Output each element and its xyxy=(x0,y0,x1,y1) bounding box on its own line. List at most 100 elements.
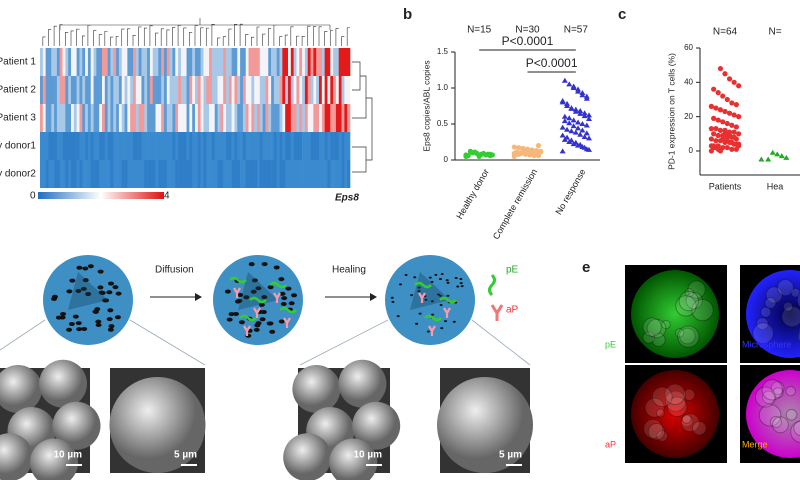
pore xyxy=(103,298,110,303)
heatmap-cell xyxy=(96,132,100,160)
heatmap-cell xyxy=(172,76,176,104)
heatmap-cell xyxy=(299,104,303,132)
data-point xyxy=(472,149,478,155)
data-point xyxy=(581,113,588,119)
droplet xyxy=(643,418,664,439)
data-point xyxy=(715,117,721,123)
data-point xyxy=(575,119,582,125)
pore xyxy=(112,285,119,290)
pore xyxy=(456,285,460,288)
pore xyxy=(438,277,442,280)
heatmap-cell xyxy=(164,104,168,132)
pore xyxy=(278,277,285,282)
heatmap-cell xyxy=(186,76,190,104)
heatmap-cell xyxy=(200,132,204,160)
data-point xyxy=(566,115,573,121)
heatmap-cell xyxy=(245,132,249,160)
heatmap-cell xyxy=(45,104,49,132)
heatmap-cell xyxy=(144,76,148,104)
heatmap-cell xyxy=(316,160,320,188)
heatmap-cell xyxy=(285,48,289,76)
heatmap-cell xyxy=(51,48,55,76)
heatmap-cell xyxy=(234,104,238,132)
heatmap-cell xyxy=(330,48,334,76)
heatmap-cell xyxy=(186,48,190,76)
heatmap-cell xyxy=(183,132,187,160)
heatmap-cell xyxy=(113,160,117,188)
heatmap-cell xyxy=(138,48,142,76)
pore xyxy=(459,282,463,285)
heatmap-cell xyxy=(327,160,331,188)
heatmap-cell xyxy=(180,160,185,188)
heatmap-cell xyxy=(273,160,278,188)
heatmap-cell xyxy=(152,132,156,160)
heatmap-cell xyxy=(180,48,185,76)
heatmap-cell xyxy=(251,48,255,76)
heatmap-cell xyxy=(141,48,145,76)
heatmap-cell xyxy=(172,104,176,132)
heatmap-cell xyxy=(217,104,221,132)
heatmap-cell xyxy=(293,48,297,76)
heatmap-cell xyxy=(169,76,173,104)
sem-sphere xyxy=(52,401,101,450)
heatmap-cell xyxy=(147,132,151,160)
heatmap-cell xyxy=(144,132,148,160)
heatmap-cell xyxy=(127,76,131,104)
data-point xyxy=(586,135,593,141)
heatmap-cell xyxy=(164,76,168,104)
heatmap-cell xyxy=(335,160,340,188)
heatmap-cell xyxy=(189,132,193,160)
heatmap-cell xyxy=(107,132,111,160)
droplet xyxy=(664,383,686,405)
pore xyxy=(85,292,92,297)
heatmap-cell xyxy=(251,104,255,132)
heatmap-cell xyxy=(62,76,66,104)
heatmap-cell xyxy=(166,160,170,188)
heatmap-cell xyxy=(223,104,227,132)
heatmap-cell xyxy=(90,48,94,76)
data-point xyxy=(726,76,733,82)
droplet xyxy=(793,420,800,437)
sem-sphere xyxy=(292,365,341,413)
pore xyxy=(424,298,428,301)
heatmap-cell xyxy=(237,104,241,132)
data-point xyxy=(726,110,733,116)
heatmap-cell xyxy=(310,104,314,132)
pore xyxy=(291,293,298,298)
heatmap-cell xyxy=(310,76,314,104)
heatmap-cell xyxy=(90,160,94,188)
heatmap-cell xyxy=(324,104,328,132)
heatmap-cell xyxy=(186,132,190,160)
heatmap-cell xyxy=(319,76,323,104)
heatmap-cell xyxy=(316,132,320,160)
heatmap-cell xyxy=(231,132,235,160)
cutaway xyxy=(410,272,450,310)
heatmap-cell xyxy=(203,76,207,104)
data-point xyxy=(736,131,742,137)
data-point xyxy=(708,126,714,132)
heatmap-cell xyxy=(138,104,142,132)
droplet xyxy=(782,301,794,312)
heatmap-cell xyxy=(56,76,61,104)
heatmap-cell xyxy=(71,160,75,188)
heatmap-cell xyxy=(242,104,247,132)
data-point xyxy=(564,126,571,132)
droplet xyxy=(666,396,688,418)
droplet xyxy=(680,413,700,433)
heatmap-cell xyxy=(209,76,213,104)
heatmap-cell xyxy=(307,48,311,76)
pore xyxy=(288,301,295,306)
heatmap-cell xyxy=(220,160,224,188)
heatmap-cell xyxy=(288,132,292,160)
ap-molecule xyxy=(253,307,261,318)
droplet xyxy=(679,327,696,345)
y-tick-label: 40 xyxy=(684,77,693,86)
heatmap-cell xyxy=(195,104,199,132)
heatmap-cell xyxy=(93,76,97,104)
legend-label: aP xyxy=(506,305,519,316)
data-point xyxy=(729,122,735,128)
heatmap-cell xyxy=(285,104,289,132)
heatmap-cell xyxy=(217,132,221,160)
heatmap-cell xyxy=(347,160,351,188)
heatmap-cell xyxy=(116,48,120,76)
